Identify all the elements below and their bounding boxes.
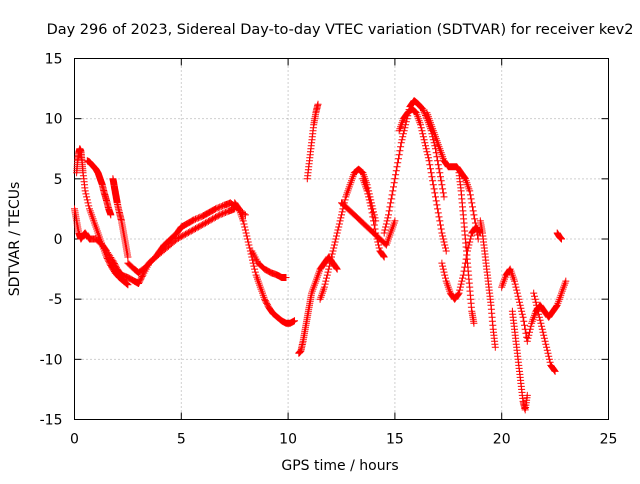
data-points	[71, 97, 569, 413]
series-arc-5	[124, 205, 238, 276]
series-markers	[109, 175, 131, 260]
x-tick-label: 15	[386, 432, 404, 448]
series-markers	[530, 290, 558, 375]
series-arc-12	[359, 175, 387, 260]
grid	[75, 59, 609, 420]
series-arc-9	[304, 101, 322, 183]
x-tick-label: 5	[177, 432, 186, 448]
series-markers	[248, 248, 289, 282]
series-markers	[477, 217, 499, 350]
x-tick-label: 10	[279, 432, 297, 448]
series-arc-22	[554, 230, 565, 243]
y-tick-label: 5	[54, 172, 63, 188]
series-arc-7	[248, 248, 289, 282]
series-arc-20	[509, 308, 531, 414]
series-arc-10	[317, 166, 380, 303]
series-markers	[381, 97, 448, 236]
y-tick-label: -15	[40, 413, 63, 429]
y-tick-label: -5	[49, 292, 63, 308]
series-arc-4	[109, 175, 131, 260]
x-tick-label: 25	[600, 432, 618, 448]
y-tick-label: 0	[54, 232, 63, 248]
x-axis-label: GPS time / hours	[281, 458, 398, 474]
series-markers	[509, 308, 531, 414]
series-arc-21	[530, 290, 558, 375]
series-arc-17	[456, 169, 478, 326]
series-arc-18	[477, 217, 499, 350]
chart-title: Day 296 of 2023, Sidereal Day-to-day VTE…	[47, 22, 634, 38]
series-markers	[359, 175, 387, 260]
x-tick-label: 20	[493, 432, 511, 448]
y-tick-label: 15	[45, 52, 63, 68]
y-tick-label: 10	[45, 112, 63, 128]
series-markers	[554, 230, 565, 243]
x-tick-label: 0	[70, 432, 79, 448]
series-markers	[456, 169, 478, 326]
series-markers	[124, 205, 238, 276]
series-markers	[317, 166, 380, 303]
series-arc-13	[381, 97, 448, 236]
y-tick-label: -10	[40, 352, 63, 368]
series-arc-8	[295, 254, 340, 357]
series-markers	[304, 101, 322, 183]
series-markers	[295, 254, 340, 357]
y-axis-label: SDTVAR / TECUs	[7, 182, 23, 297]
